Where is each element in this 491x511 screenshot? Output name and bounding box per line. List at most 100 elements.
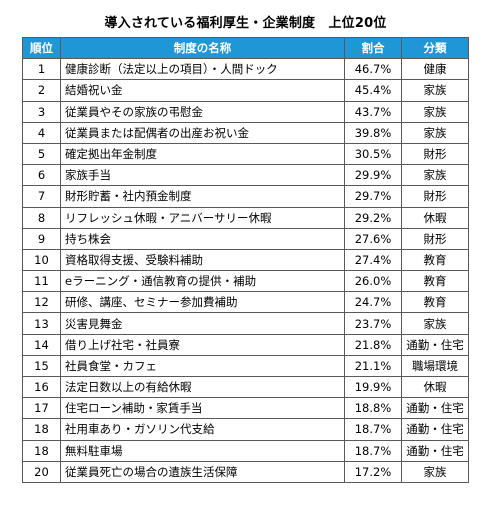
table-row: 10 資格取得支援、受験料補助 27.4% 教育 xyxy=(22,248,469,272)
category-cell: 健康 xyxy=(401,58,469,81)
table-title: 導入されている福利厚生・企業制度 上位20位 xyxy=(104,16,387,31)
rate-cell: 45.4% xyxy=(344,79,402,102)
rate-cell: 27.6% xyxy=(344,227,402,250)
name-cell: 社用車あり・ガソリン代支給 xyxy=(60,418,345,441)
rate-cell: 21.1% xyxy=(344,354,402,378)
table-row: 9 持ち株会 27.6% 財形 xyxy=(22,227,469,250)
rate-cell: 21.8% xyxy=(344,333,402,356)
category-cell: 家族 xyxy=(401,460,469,483)
benefits-ranking-table: 順位 制度の名称 割合 分類 1 健康診断（法定以上の項目）・人間ドック 46.7%… xyxy=(22,36,469,483)
table-row: 17 住宅ローン補助・家賃手当 18.8% 通勤・住宅 xyxy=(22,397,469,420)
table-row: 8 リフレッシュ休暇・アニバーサリー休暇 29.2% 休暇 xyxy=(22,206,469,229)
table-row: 13 災害見舞金 23.7% 家族 xyxy=(22,312,469,335)
category-cell: 家族 xyxy=(401,121,469,144)
name-cell: 住宅ローン補助・家賃手当 xyxy=(60,397,345,420)
category-cell: 教育 xyxy=(401,291,469,314)
rank-cell: 3 xyxy=(22,100,61,123)
header-category: 分類 xyxy=(401,36,469,60)
category-cell: 財形 xyxy=(401,185,469,208)
table-row: 4 従業員または配偶者の出産お祝い金 39.8% 家族 xyxy=(22,121,469,144)
category-cell: 通勤・住宅 xyxy=(401,439,469,462)
category-cell: 財形 xyxy=(401,227,469,250)
rank-cell: 10 xyxy=(22,248,61,272)
rank-cell: 4 xyxy=(22,121,61,144)
category-cell: 教育 xyxy=(401,248,469,272)
category-cell: 家族 xyxy=(401,164,469,187)
table-row: 7 財形貯蓄・社内預金制度 29.7% 財形 xyxy=(22,185,469,208)
table-row: 12 研修、講座、セミナー参加費補助 24.7% 教育 xyxy=(22,291,469,314)
category-cell: 休暇 xyxy=(401,375,469,399)
category-cell: 財形 xyxy=(401,142,469,166)
rate-cell: 18.7% xyxy=(344,439,402,462)
rank-cell: 2 xyxy=(22,79,61,102)
rank-cell: 6 xyxy=(22,164,61,187)
name-cell: 従業員死亡の場合の遺族生活保障 xyxy=(60,460,345,483)
rank-cell: 11 xyxy=(22,270,61,293)
name-cell: 家族手当 xyxy=(60,164,345,187)
rank-cell: 1 xyxy=(22,58,61,81)
table-row: 2 結婚祝い金 45.4% 家族 xyxy=(22,79,469,102)
table-row: 18 無料駐車場 18.7% 通勤・住宅 xyxy=(22,439,469,462)
category-cell: 通勤・住宅 xyxy=(401,397,469,420)
rank-cell: 5 xyxy=(22,142,61,166)
name-cell: 持ち株会 xyxy=(60,227,345,250)
name-cell: 確定拠出年金制度 xyxy=(60,142,345,166)
rate-cell: 29.9% xyxy=(344,164,402,187)
header-rank: 順位 xyxy=(22,36,61,60)
table-row: 18 社用車あり・ガソリン代支給 18.7% 通勤・住宅 xyxy=(22,418,469,441)
table-row: 5 確定拠出年金制度 30.5% 財形 xyxy=(22,142,469,166)
name-cell: 結婚祝い金 xyxy=(60,79,345,102)
name-cell: eラーニング・通信教育の提供・補助 xyxy=(60,270,345,293)
rank-cell: 13 xyxy=(22,312,61,335)
name-cell: 無料駐車場 xyxy=(60,439,345,462)
table-row: 20 従業員死亡の場合の遺族生活保障 17.2% 家族 xyxy=(22,460,469,483)
name-cell: 資格取得支援、受験料補助 xyxy=(60,248,345,272)
name-cell: 財形貯蓄・社内預金制度 xyxy=(60,185,345,208)
name-cell: リフレッシュ休暇・アニバーサリー休暇 xyxy=(60,206,345,229)
rate-cell: 29.7% xyxy=(344,185,402,208)
category-cell: 家族 xyxy=(401,100,469,123)
category-cell: 家族 xyxy=(401,79,469,102)
rate-cell: 23.7% xyxy=(344,312,402,335)
rate-cell: 29.2% xyxy=(344,206,402,229)
rank-cell: 7 xyxy=(22,185,61,208)
rank-cell: 8 xyxy=(22,206,61,229)
table-header-row: 順位 制度の名称 割合 分類 xyxy=(22,36,469,60)
category-cell: 家族 xyxy=(401,312,469,335)
category-cell: 休暇 xyxy=(401,206,469,229)
rate-cell: 19.9% xyxy=(344,375,402,399)
rate-cell: 30.5% xyxy=(344,142,402,166)
rate-cell: 46.7% xyxy=(344,58,402,81)
rank-cell: 16 xyxy=(22,375,61,399)
rate-cell: 18.8% xyxy=(344,397,402,420)
rank-cell: 9 xyxy=(22,227,61,250)
rate-cell: 26.0% xyxy=(344,270,402,293)
rank-cell: 14 xyxy=(22,333,61,356)
rate-cell: 43.7% xyxy=(344,100,402,123)
table-row: 3 従業員やその家族の弔慰金 43.7% 家族 xyxy=(22,100,469,123)
rank-cell: 12 xyxy=(22,291,61,314)
category-cell: 通勤・住宅 xyxy=(401,418,469,441)
rate-cell: 27.4% xyxy=(344,248,402,272)
rank-cell: 18 xyxy=(22,418,61,441)
table-row: 6 家族手当 29.9% 家族 xyxy=(22,164,469,187)
name-cell: 従業員または配偶者の出産お祝い金 xyxy=(60,121,345,144)
name-cell: 法定日数以上の有給休暇 xyxy=(60,375,345,399)
rank-cell: 15 xyxy=(22,354,61,378)
table-row: 11 eラーニング・通信教育の提供・補助 26.0% 教育 xyxy=(22,270,469,293)
table-row: 14 借り上げ社宅・社員寮 21.8% 通勤・住宅 xyxy=(22,333,469,356)
table-row: 15 社員食堂・カフェ 21.1% 職場環境 xyxy=(22,354,469,378)
header-name: 制度の名称 xyxy=(60,36,345,60)
table-row: 16 法定日数以上の有給休暇 19.9% 休暇 xyxy=(22,375,469,399)
table-row: 1 健康診断（法定以上の項目）・人間ドック 46.7% 健康 xyxy=(22,58,469,81)
header-rate: 割合 xyxy=(344,36,402,60)
rate-cell: 17.2% xyxy=(344,460,402,483)
rate-cell: 39.8% xyxy=(344,121,402,144)
rank-cell: 17 xyxy=(22,397,61,420)
rank-cell: 18 xyxy=(22,439,61,462)
name-cell: 健康診断（法定以上の項目）・人間ドック xyxy=(60,58,345,81)
name-cell: 研修、講座、セミナー参加費補助 xyxy=(60,291,345,314)
category-cell: 職場環境 xyxy=(401,354,469,378)
rate-cell: 24.7% xyxy=(344,291,402,314)
category-cell: 教育 xyxy=(401,270,469,293)
